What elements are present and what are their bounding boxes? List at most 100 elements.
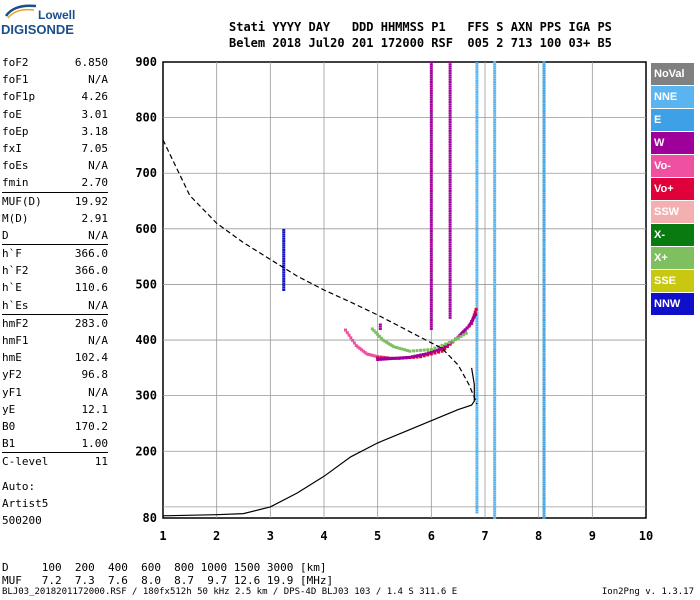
footer-muf-row: MUF 7.2 7.3 7.6 8.0 8.7 9.7 12.6 19.9 [M… bbox=[2, 574, 334, 587]
echo-column-mark bbox=[542, 230, 546, 233]
param-label: foF1 bbox=[2, 73, 29, 87]
echo-vo-minus-mark bbox=[365, 352, 369, 356]
param-row: MUF(D) 19.92 bbox=[2, 193, 108, 210]
param-label: fxI bbox=[2, 141, 22, 155]
echo-w-mark bbox=[435, 348, 439, 352]
echo-w-mark bbox=[405, 355, 409, 359]
echo-column-mark bbox=[542, 301, 546, 304]
echo-column-mark bbox=[475, 119, 479, 122]
echo-column-mark bbox=[429, 87, 433, 90]
echo-column-mark bbox=[475, 126, 479, 129]
echo-column-mark bbox=[448, 238, 452, 241]
echo-column-mark bbox=[475, 180, 479, 183]
echo-column-mark bbox=[429, 132, 433, 135]
echo-column-mark bbox=[493, 207, 497, 210]
echo-column-mark bbox=[429, 203, 433, 206]
x-tick-label: 7 bbox=[481, 529, 488, 543]
echo-column-mark bbox=[493, 281, 497, 284]
echo-column-mark bbox=[542, 419, 546, 422]
echo-column-mark bbox=[493, 334, 497, 337]
echo-column-mark bbox=[542, 210, 546, 213]
footer-table: D 100 200 400 600 800 1000 1500 3000 [km… bbox=[2, 561, 333, 587]
echo-column-mark bbox=[493, 85, 497, 88]
echo-column-mark bbox=[542, 103, 546, 106]
param-value: 3.18 bbox=[81, 124, 109, 138]
echo-column-mark bbox=[493, 63, 497, 66]
echo-column-mark bbox=[493, 470, 497, 473]
echo-column-mark bbox=[475, 351, 479, 354]
echo-column-mark bbox=[493, 143, 497, 146]
param-row: yF2 96.8 bbox=[2, 366, 108, 383]
echo-column-mark bbox=[475, 75, 479, 78]
echo-column-mark bbox=[475, 213, 479, 216]
echo-column-mark bbox=[475, 473, 479, 476]
echo-column-mark bbox=[429, 158, 433, 161]
echo-column-mark bbox=[475, 466, 479, 469]
param-label: D bbox=[2, 228, 9, 242]
echo-w-mark bbox=[416, 354, 420, 358]
echo-column-mark bbox=[448, 63, 452, 66]
echo-column-mark bbox=[542, 492, 546, 495]
echo-vo-plus-mark bbox=[473, 310, 477, 314]
echo-column-mark bbox=[429, 316, 433, 319]
echo-column-mark bbox=[542, 394, 546, 397]
echo-column-mark bbox=[493, 481, 497, 484]
echo-column-mark bbox=[475, 271, 479, 274]
echo-column-mark bbox=[493, 245, 497, 248]
echo-column-mark bbox=[475, 391, 479, 394]
echo-column-mark bbox=[542, 496, 546, 499]
echo-column-mark bbox=[282, 282, 286, 285]
echo-column-mark bbox=[475, 273, 479, 276]
echo-column-mark bbox=[448, 223, 452, 226]
echo-column-mark bbox=[475, 79, 479, 82]
echo-column-mark bbox=[429, 281, 433, 284]
echo-column-mark bbox=[493, 425, 497, 428]
echo-column-mark bbox=[475, 159, 479, 162]
param-row: hmE 102.4 bbox=[2, 349, 108, 366]
echo-column-mark bbox=[542, 263, 546, 266]
echo-column-mark bbox=[542, 107, 546, 110]
echo-column-mark bbox=[448, 245, 452, 248]
echo-w-mark bbox=[462, 330, 466, 334]
echo-column-mark bbox=[475, 446, 479, 449]
echo-x-plus-mark bbox=[405, 348, 409, 352]
echo-x-plus-mark bbox=[422, 348, 426, 352]
echo-vo-plus-mark bbox=[436, 350, 440, 354]
echo-vo-minus-mark bbox=[349, 336, 353, 340]
echo-column-mark bbox=[475, 311, 479, 314]
echo-column-mark bbox=[448, 241, 452, 244]
param-value: N/A bbox=[88, 228, 108, 242]
echo-column-mark bbox=[448, 221, 452, 224]
auto-line2: Artist5 bbox=[2, 497, 49, 510]
echo-column-mark bbox=[493, 103, 497, 106]
echo-column-mark bbox=[475, 244, 479, 247]
echo-column-mark bbox=[493, 225, 497, 228]
echo-column-mark bbox=[542, 167, 546, 170]
echo-column-mark bbox=[493, 312, 497, 315]
echo-vo-plus-mark bbox=[419, 355, 423, 359]
echo-column-mark bbox=[429, 63, 433, 66]
echo-column-mark bbox=[429, 167, 433, 170]
echo-w-mark bbox=[460, 332, 464, 336]
echo-vo-plus-mark bbox=[474, 307, 478, 311]
echo-column-mark bbox=[448, 81, 452, 84]
echo-column-mark bbox=[542, 261, 546, 264]
echo-column-mark bbox=[448, 185, 452, 188]
echo-column-mark bbox=[448, 201, 452, 204]
echo-column-mark bbox=[448, 138, 452, 141]
echo-column-mark bbox=[429, 145, 433, 148]
echo-column-mark bbox=[448, 134, 452, 137]
echo-column-mark bbox=[448, 198, 452, 201]
echo-column-mark bbox=[542, 374, 546, 377]
legend-item: Vo+ bbox=[651, 178, 694, 200]
echo-column-mark bbox=[429, 187, 433, 190]
echo-column-mark bbox=[448, 176, 452, 179]
echo-column-mark bbox=[475, 498, 479, 501]
echo-column-mark bbox=[475, 329, 479, 332]
echo-column-mark bbox=[475, 333, 479, 336]
echo-column-mark bbox=[475, 88, 479, 91]
echo-column-mark bbox=[475, 422, 479, 425]
echo-column-mark bbox=[475, 377, 479, 380]
echo-column-mark bbox=[493, 247, 497, 250]
echo-column-mark bbox=[493, 443, 497, 446]
